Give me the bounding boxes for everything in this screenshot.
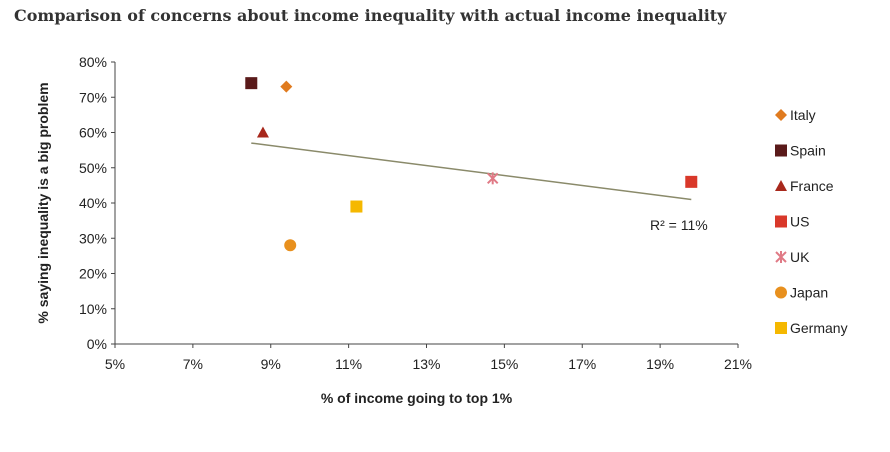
y-tick-label: 20% (79, 266, 107, 282)
legend-marker-uk (775, 251, 787, 263)
y-tick-label: 30% (79, 230, 107, 246)
y-tick-label: 70% (79, 89, 107, 105)
data-point-germany (350, 200, 363, 213)
data-point-uk (486, 172, 499, 185)
legend-label: Germany (790, 320, 848, 336)
legend-marker-germany (775, 322, 787, 334)
data-point-italy (280, 80, 293, 93)
data-point-france (256, 126, 269, 138)
legend-item-japan: Japan (775, 285, 828, 301)
legend-item-italy: Italy (775, 107, 816, 123)
legend-label: Spain (790, 143, 826, 159)
y-tick-label: 40% (79, 195, 107, 211)
data-point-spain (245, 77, 258, 90)
tick-labels: 0% 10% 20% 30% 40% 50% 60% 70% 80% 5% 7% 9% 11% 13% 15… (79, 54, 752, 372)
legend-marker-france (775, 180, 787, 191)
x-tick-label: 11% (335, 356, 362, 372)
y-tick-label: 50% (79, 160, 107, 176)
legend-label: UK (790, 249, 810, 265)
x-tick-label: 13% (412, 356, 440, 372)
legend-label: US (790, 214, 809, 230)
legend-marker-spain (775, 144, 787, 157)
axes (111, 61, 739, 348)
x-tick-label: 5% (105, 356, 125, 372)
legend-marker-us (775, 215, 787, 228)
legend-marker-italy (775, 109, 787, 121)
data-point-us (685, 175, 698, 188)
data-points (245, 77, 698, 252)
y-tick-label: 10% (79, 301, 107, 317)
y-tick-label: 60% (79, 125, 107, 141)
chart-title: Comparison of concerns about income ineq… (14, 6, 727, 25)
y-tick-label: 80% (79, 54, 107, 70)
trendline (251, 142, 692, 201)
x-tick-label: 17% (568, 356, 596, 372)
legend-item-us: US (775, 214, 809, 230)
legend-item-uk: UK (775, 249, 810, 265)
x-tick-label: 7% (183, 356, 203, 372)
legend-label: Italy (790, 107, 816, 123)
legend-item-germany: Germany (775, 320, 848, 336)
legend-label: Japan (790, 285, 828, 301)
data-point-japan (284, 239, 297, 252)
x-axis-label: % of income going to top 1% (321, 390, 513, 406)
legend-item-france: France (775, 178, 834, 194)
r-squared-annotation: R² = 11% (650, 217, 708, 233)
x-tick-label: 21% (724, 356, 752, 372)
x-tick-label: 19% (646, 356, 674, 372)
y-axis-label: % saying inequality is a big problem (35, 82, 51, 323)
y-tick-label: 0% (87, 336, 107, 352)
legend-marker-japan (775, 286, 787, 299)
legend: Italy Spain France US UK Japan Germany (775, 107, 848, 336)
x-tick-label: 15% (490, 356, 518, 372)
legend-label: France (790, 178, 834, 194)
x-tick-label: 9% (261, 356, 281, 372)
legend-item-spain: Spain (775, 143, 826, 159)
